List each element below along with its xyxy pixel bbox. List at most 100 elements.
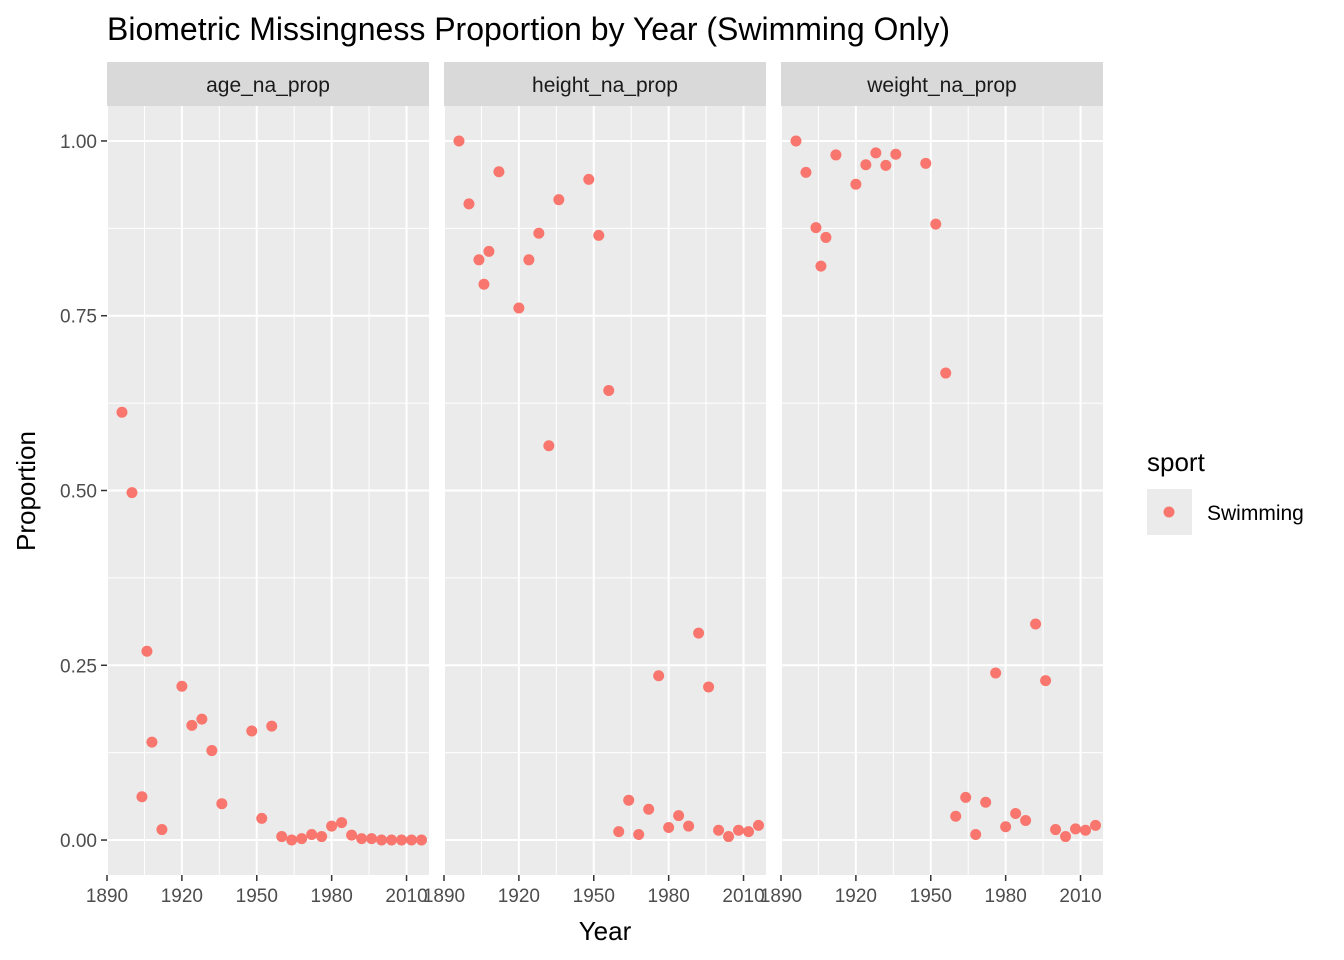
data-point [860, 159, 872, 171]
data-point [753, 819, 765, 831]
x-axis-3: 1890 1920 1950 1980 2010 [760, 875, 1102, 907]
data-point [960, 791, 972, 803]
data-point [613, 826, 625, 838]
data-point [1040, 675, 1052, 687]
x-tick-label: 2010 [722, 886, 764, 907]
data-point [376, 834, 388, 846]
data-point [1060, 831, 1072, 843]
data-point [396, 834, 408, 846]
y-tick-label: 1.00 [60, 132, 97, 153]
data-point [1070, 823, 1082, 835]
data-point [890, 148, 902, 160]
data-point [1000, 821, 1012, 833]
data-point [990, 667, 1002, 679]
data-point [296, 833, 308, 845]
data-point [920, 157, 932, 169]
data-point [820, 231, 832, 243]
data-point [286, 834, 298, 846]
legend-title: sport [1147, 447, 1206, 477]
chart-title: Biometric Missingness Proportion by Year… [107, 11, 950, 47]
data-point [176, 680, 188, 692]
data-point [693, 627, 705, 639]
data-point [306, 828, 318, 840]
data-point [1050, 824, 1062, 836]
x-tick-label: 1920 [835, 886, 877, 907]
y-axis-title: Proportion [11, 431, 41, 551]
data-point [216, 798, 228, 810]
data-point [483, 245, 495, 257]
facet-strip-label: height_na_prop [532, 74, 678, 97]
data-point [346, 829, 358, 841]
data-point [356, 833, 368, 845]
x-tick-label: 2010 [1059, 886, 1101, 907]
data-point [276, 831, 288, 843]
y-tick-label: 0.25 [60, 656, 97, 677]
facet-strip [444, 62, 766, 106]
data-point [543, 440, 555, 452]
data-point [386, 834, 398, 846]
data-point [493, 166, 505, 178]
data-point [1010, 807, 1022, 819]
facet-strip [781, 62, 1103, 106]
data-point [266, 720, 278, 732]
data-point [800, 166, 812, 178]
data-point [146, 736, 158, 748]
data-point [850, 178, 862, 190]
x-tick-label: 1890 [423, 886, 465, 907]
facet-panel-weight-na-prop: weight_na_prop [780, 62, 1103, 875]
legend-key-point [1163, 506, 1175, 518]
legend: sport Swimming [1147, 447, 1304, 535]
data-point [950, 810, 962, 822]
data-point [256, 812, 268, 824]
x-tick-label: 2010 [385, 886, 427, 907]
data-point [136, 791, 148, 803]
data-point [1030, 618, 1042, 630]
facet-strip [107, 62, 429, 106]
x-tick-label: 1980 [985, 886, 1027, 907]
data-point [633, 828, 645, 840]
data-point [523, 254, 535, 266]
data-point [156, 824, 168, 836]
data-point [1090, 819, 1102, 831]
data-point [116, 406, 128, 418]
data-point [723, 831, 735, 843]
data-point [880, 159, 892, 171]
facet-strip-label: weight_na_prop [866, 74, 1016, 97]
data-point [326, 820, 338, 832]
y-tick-label: 0.50 [60, 482, 97, 503]
legend-label-swimming: Swimming [1207, 502, 1304, 525]
data-point [653, 670, 665, 682]
data-point [593, 229, 605, 241]
data-point [513, 302, 525, 314]
data-point [533, 227, 545, 239]
data-point [713, 824, 725, 836]
data-point [815, 260, 827, 272]
y-tick-label: 0.00 [60, 831, 97, 852]
data-point [366, 833, 378, 845]
data-point [553, 194, 565, 206]
facet-panels: age_na_prop height_na_prop weight_na_prop [106, 62, 1103, 875]
data-point [406, 834, 418, 846]
data-point [416, 834, 428, 846]
data-point [141, 645, 153, 657]
x-tick-label: 1920 [161, 886, 203, 907]
facet-panel-age-na-prop: age_na_prop [106, 62, 429, 875]
facet-panel-height-na-prop: height_na_prop [443, 62, 766, 875]
data-point [453, 135, 465, 147]
data-point [703, 681, 715, 693]
x-tick-label: 1950 [236, 886, 278, 907]
data-point [623, 794, 635, 806]
data-point [870, 147, 882, 159]
data-point [473, 254, 485, 266]
data-point [316, 831, 328, 843]
data-point [196, 713, 208, 725]
data-point [663, 821, 675, 833]
x-tick-label: 1950 [573, 886, 615, 907]
x-tick-label: 1890 [760, 886, 802, 907]
y-tick-label: 0.75 [60, 307, 97, 328]
data-point [980, 796, 992, 808]
x-axis-1: 1890 1920 1950 1980 2010 [86, 875, 428, 907]
data-point [186, 719, 198, 731]
